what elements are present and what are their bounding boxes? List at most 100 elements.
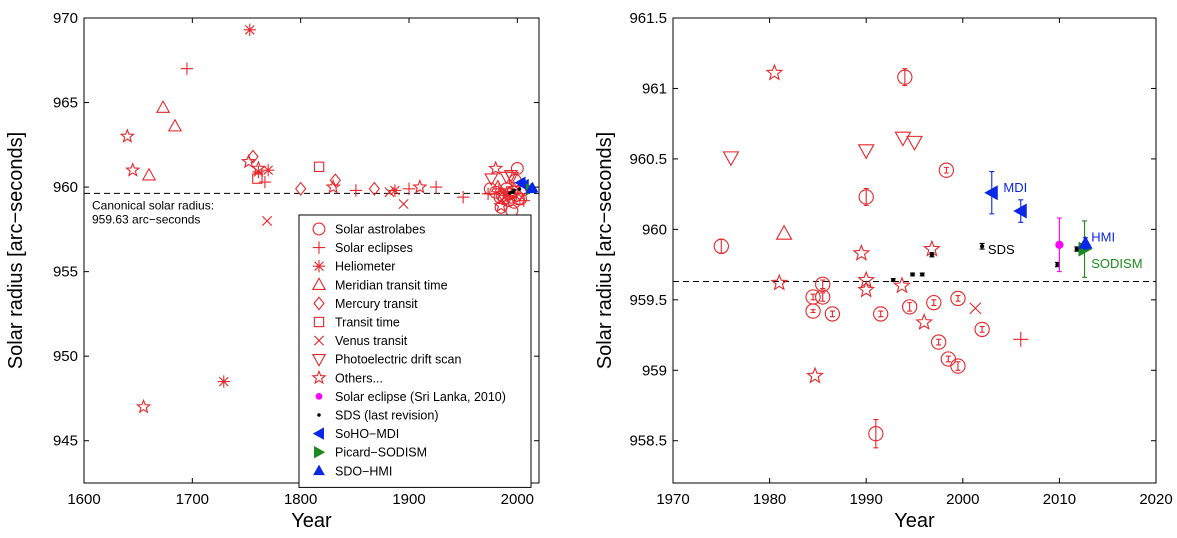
legend-label: Meridian transit time (335, 278, 448, 292)
data-point-circle (950, 290, 966, 307)
data-point-asterisk (261, 163, 275, 177)
legend-marker-triangle-up (311, 277, 327, 290)
x-axis-label: Year (291, 510, 332, 532)
data-point-diamond (368, 181, 380, 196)
y-axis-label: Solar radius [arc−seconds] (5, 132, 27, 369)
annotation-label: SODISM (1091, 256, 1142, 271)
data-point-plus (1013, 331, 1029, 347)
data-point-triangle-up (775, 224, 793, 240)
x-tick-label: 1600 (67, 491, 100, 508)
error-bar (945, 355, 951, 363)
y-tick-label: 959 (642, 362, 667, 379)
legend-label: Solar eclipses (335, 241, 413, 255)
legend-label: SoHO−MDI (335, 427, 399, 441)
y-tick-label: 945 (53, 433, 78, 450)
error-bar (829, 310, 835, 318)
data-point-plus (481, 187, 495, 201)
error-bar (878, 310, 884, 318)
data-point-tri-up-filled (1078, 235, 1093, 249)
y-tick-label: 961.5 (629, 10, 667, 27)
annotation-label: SDS (988, 242, 1015, 257)
data-point-square (313, 161, 325, 172)
left-chart: 1600 1700 1800 1900 2000 945 950 955 960 965 970 Ye… (5, 10, 540, 532)
data-point-tri-up-filled (526, 181, 539, 193)
data-point-circle (815, 276, 831, 292)
data-point-asterisk (217, 375, 230, 388)
data-point-triangle-up (167, 118, 183, 132)
data-point-smalldot (920, 272, 925, 277)
x-tick-label: 1970 (656, 491, 689, 508)
error-bar (873, 419, 879, 449)
error-bar (979, 326, 985, 333)
data-point-star (412, 179, 428, 194)
legend-marker-tri-up-filled (313, 464, 325, 476)
data-point-circle (897, 69, 913, 85)
data-point-plus (456, 191, 470, 204)
legend-marker-x (313, 335, 325, 346)
error-bar (820, 279, 826, 290)
data-point-tri-left (1013, 203, 1027, 219)
y-tick-label: 960 (642, 221, 667, 238)
data-point-circle (713, 238, 729, 254)
data-point-smalldot (1055, 262, 1060, 267)
data-point-triangle-up (155, 99, 171, 113)
data-point-star (488, 160, 504, 175)
data-point-star (135, 398, 152, 414)
data-point-plus (402, 182, 416, 195)
data-point-circle (974, 321, 990, 338)
legend-marker-tri-left (312, 427, 324, 440)
data-point-circle (494, 200, 508, 214)
y-tick-label: 960.5 (629, 151, 667, 168)
legend-marker-triangle-down (311, 354, 327, 367)
data-point-plus (258, 175, 272, 189)
error-bar (718, 238, 724, 254)
data-point-circle (824, 306, 841, 322)
data-point-smalldot (929, 252, 934, 257)
data-point-triangle-up (141, 167, 157, 181)
reference-line-label: 959.63 arc−seconds (92, 212, 200, 226)
data-point-star (493, 197, 509, 213)
legend-label: Transit time (335, 316, 400, 330)
x-tick-label: 2010 (1043, 491, 1076, 508)
legend-marker-square (313, 316, 325, 328)
data-point-tri-left (984, 185, 998, 201)
data-point-plus (349, 184, 363, 197)
y-tick-label: 955 (53, 264, 78, 281)
legend-marker-star (311, 369, 327, 385)
data-point-smalldot (891, 277, 896, 283)
y-tick-label: 965 (53, 95, 78, 112)
data-point-circle (938, 162, 955, 178)
data-point-asterisk (388, 184, 402, 197)
legend-label: Solar eclipse (Sri Lanka, 2010) (335, 390, 506, 404)
x-tick-label: 1980 (753, 491, 786, 508)
x-tick-label: 1700 (176, 491, 209, 508)
data-point-dot (1055, 240, 1064, 249)
data-point-triangle-down (906, 135, 923, 152)
data-point-square (252, 173, 263, 184)
data-point-x (398, 198, 409, 210)
legend-marker-circle (312, 222, 326, 236)
x-tick-label: 1800 (284, 491, 317, 508)
legend-label: SDO−HMI (335, 464, 392, 478)
data-point-triangle-down (857, 144, 875, 160)
data-point-diamond (295, 181, 307, 196)
legend-label: Venus transit (335, 334, 408, 348)
data-point-triangle-down (894, 131, 912, 147)
annotation-label: HMI (1091, 229, 1115, 244)
error-bar (820, 292, 826, 302)
data-point-star (770, 273, 789, 291)
data-point-star (125, 162, 141, 177)
x-tick-label: 2000 (946, 491, 979, 508)
y-tick-label: 959.5 (629, 292, 667, 309)
reference-line-label: Canonical solar radius: (92, 198, 214, 212)
data-point-star (325, 179, 341, 194)
data-point-star (250, 160, 267, 175)
y-tick-label: 970 (53, 10, 78, 27)
plot-frame (672, 17, 1157, 484)
legend-marker-tri-right (314, 446, 326, 459)
data-point-circle (805, 303, 821, 319)
x-axis-label: Year (894, 510, 935, 532)
data-point-smalldot (512, 188, 516, 192)
data-point-star (857, 280, 876, 298)
data-point-star (119, 128, 135, 143)
